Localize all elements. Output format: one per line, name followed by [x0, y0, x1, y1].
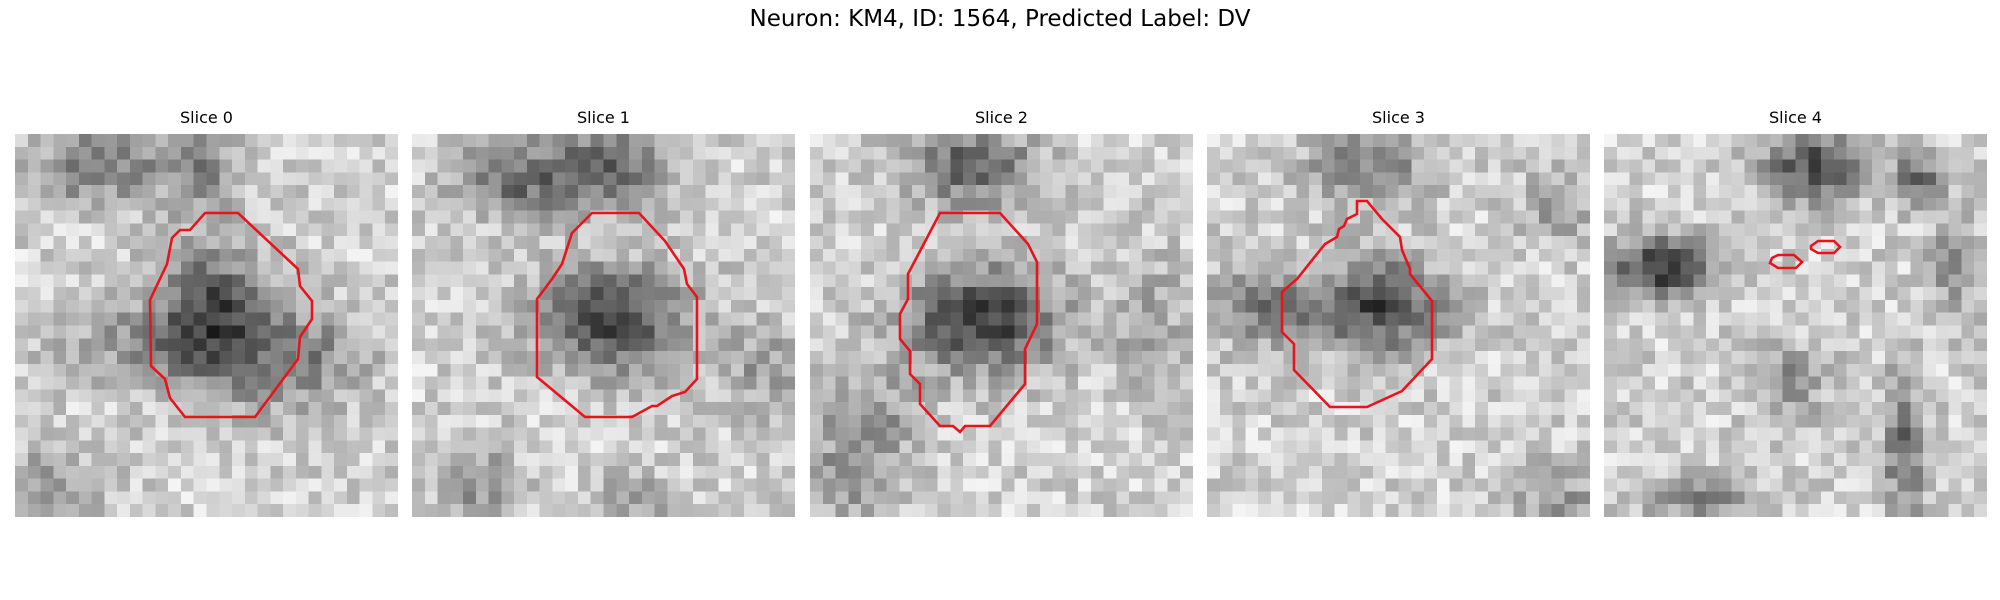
slice-4-image [1604, 134, 1987, 517]
slice-2-title: Slice 2 [975, 108, 1028, 127]
slice-4-title: Slice 4 [1769, 108, 1822, 127]
slice-0-roi-contour [148, 211, 314, 419]
slice-1-roi-contour [535, 211, 699, 419]
slice-1-title: Slice 1 [577, 108, 630, 127]
slice-0-title: Slice 0 [180, 108, 233, 127]
slice-4-roi-contours [1768, 239, 1842, 270]
slice-3-roi-contour [1280, 199, 1434, 409]
slice-2-roi-contour [898, 211, 1039, 434]
slice-1-image [412, 134, 795, 517]
slice-0-image [15, 134, 398, 517]
slice-3-title: Slice 3 [1372, 108, 1425, 127]
figure-title: Neuron: KM4, ID: 1564, Predicted Label: … [749, 6, 1251, 32]
slice-3-image [1207, 134, 1590, 517]
slice-2-image [810, 134, 1193, 517]
